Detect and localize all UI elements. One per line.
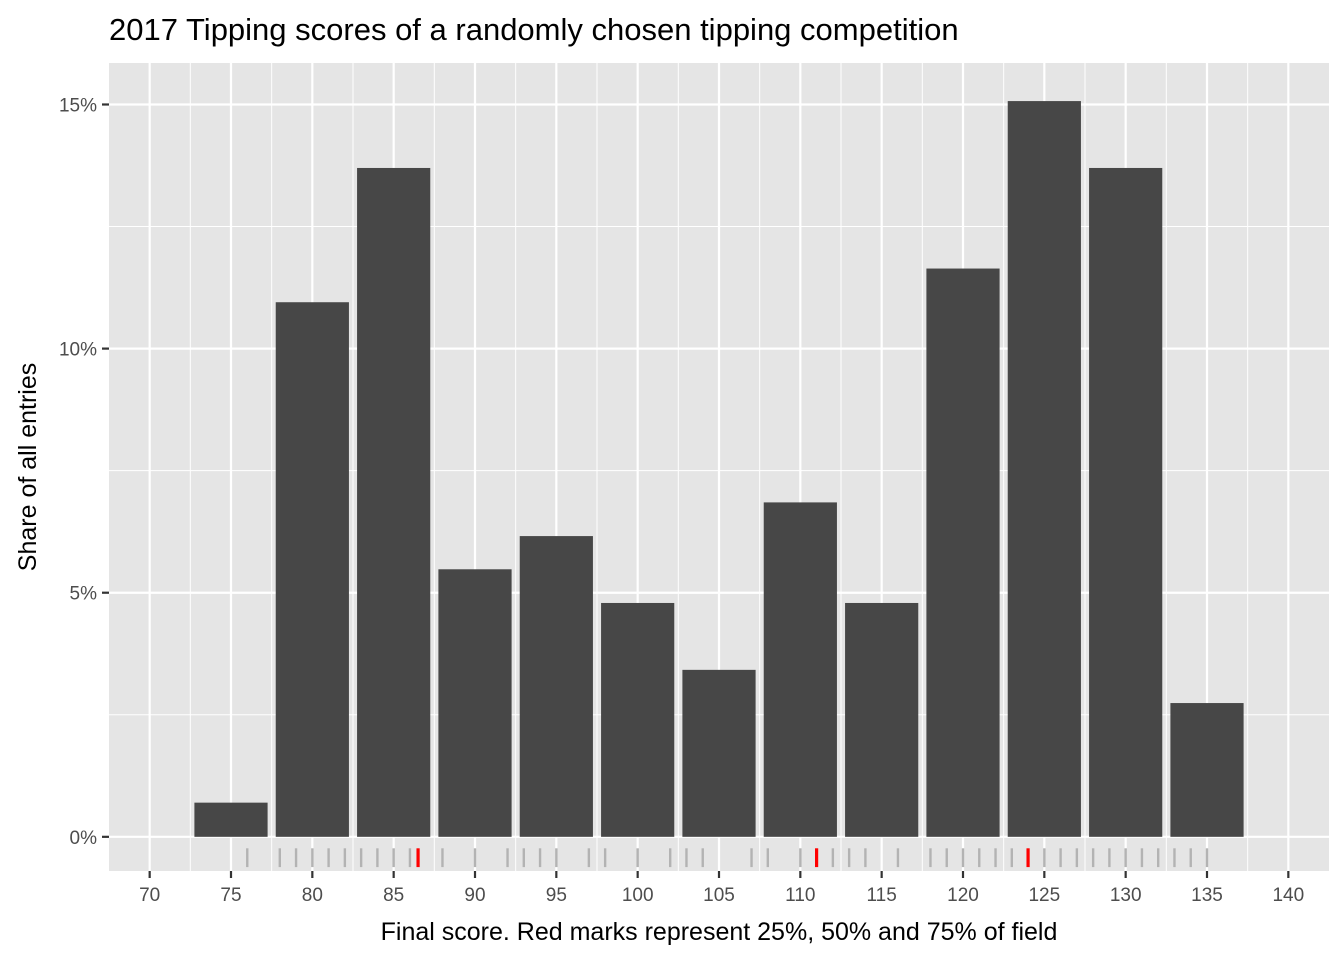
x-tick-label: 95: [546, 885, 567, 906]
quantile-marks: [416, 848, 1030, 868]
bar: [682, 669, 756, 837]
x-tick-label: 140: [1272, 885, 1304, 906]
y-tick-label: 10%: [59, 340, 97, 361]
bar: [1089, 167, 1163, 837]
x-axis-title: Final score. Red marks represent 25%, 50…: [381, 918, 1058, 946]
bar: [275, 302, 349, 837]
x-axis: 70 75 80 85 90 95 100 105 110 115 120 125 130 135 140: [139, 871, 1304, 906]
x-tick-label: 90: [464, 885, 485, 906]
bar: [1007, 101, 1081, 837]
chart-title: 2017 Tipping scores of a randomly chosen…: [109, 12, 959, 47]
x-tick-label: 125: [1028, 885, 1060, 906]
bar: [194, 802, 268, 837]
bar: [357, 167, 431, 837]
x-tick-label: 85: [383, 885, 404, 906]
x-tick-label: 135: [1191, 885, 1223, 906]
bar: [926, 268, 1000, 837]
x-tick-label: 110: [785, 885, 815, 906]
x-tick-label: 115: [867, 885, 897, 906]
x-tick-label: 130: [1110, 885, 1142, 906]
x-tick-label: 80: [302, 885, 323, 906]
x-tick-label: 105: [703, 885, 735, 906]
bar: [763, 502, 837, 837]
bar: [519, 536, 593, 837]
y-tick-label: 0%: [70, 828, 98, 849]
y-axis: 0% 5% 10% 15%: [59, 95, 109, 849]
x-tick-label: 100: [622, 885, 654, 906]
x-tick-label: 70: [139, 885, 160, 906]
bars: [194, 101, 1244, 837]
rug-marks: [246, 848, 1209, 868]
x-tick-label: 120: [947, 885, 979, 906]
x-tick-label: 75: [220, 885, 241, 906]
y-axis-title: Share of all entries: [14, 363, 42, 571]
bar: [438, 569, 512, 837]
y-tick-label: 15%: [59, 95, 97, 116]
bar: [601, 602, 675, 837]
y-tick-label: 5%: [70, 584, 98, 605]
bar: [845, 602, 919, 837]
bar: [1170, 703, 1244, 837]
